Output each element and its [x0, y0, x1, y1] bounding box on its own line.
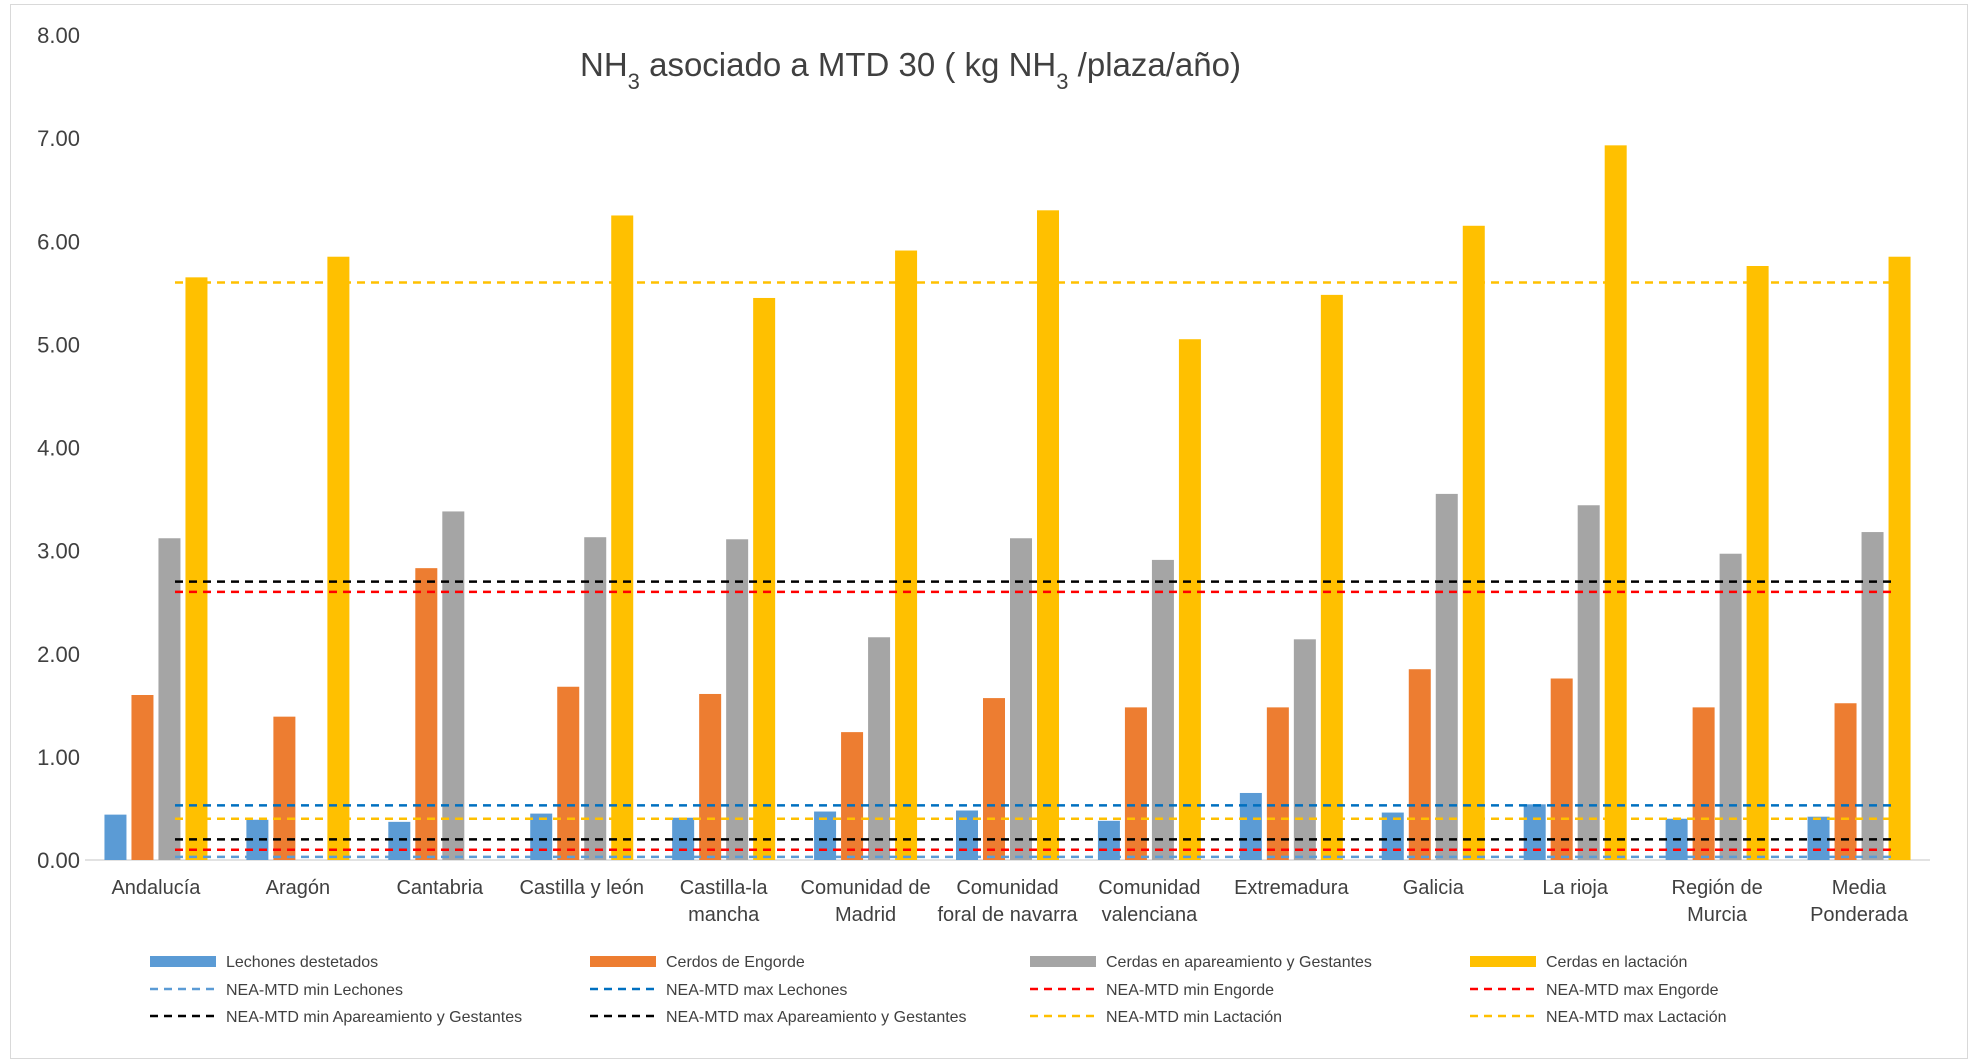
bar: [1604, 145, 1627, 860]
bar: [956, 810, 978, 860]
bar: [1692, 707, 1715, 860]
bar: [131, 695, 154, 860]
legend-label: NEA-MTD max Lactación: [1546, 1009, 1727, 1026]
bar: [1523, 804, 1546, 860]
bar: [1746, 266, 1769, 860]
legend-label: Cerdas en lactación: [1546, 954, 1687, 971]
legend-label: Lechones destetados: [226, 954, 378, 971]
bar: [1577, 505, 1600, 860]
x-category-label: Ponderada: [1810, 904, 1909, 926]
bar: [699, 693, 722, 860]
x-category-label: Aragón: [266, 877, 331, 899]
y-tick-label: 1.00: [37, 745, 80, 770]
x-category-label: Andalucía: [111, 877, 201, 899]
bar: [1861, 532, 1884, 860]
bar: [388, 821, 411, 860]
x-category-label: Cantabria: [396, 877, 484, 899]
bar: [1408, 669, 1431, 860]
y-tick-label: 2.00: [37, 642, 80, 667]
legend-label: NEA-MTD min Engorde: [1106, 982, 1274, 999]
bar: [1719, 553, 1742, 860]
legend-label: Cerdos de Engorde: [666, 954, 805, 971]
legend-label: NEA-MTD min Lechones: [226, 982, 403, 999]
legend-label: NEA-MTD max Lechones: [666, 982, 847, 999]
bar: [273, 716, 296, 860]
x-category-label: Comunidad de: [801, 877, 931, 899]
bar: [1320, 294, 1343, 860]
x-category-label: foral de navarra: [937, 904, 1078, 926]
bar: [1888, 256, 1911, 860]
bar: [1239, 792, 1262, 860]
chart-frame: [10, 4, 1968, 1059]
bar: [868, 637, 891, 860]
bar: [584, 537, 607, 860]
bar: [1462, 225, 1485, 860]
bar: [442, 511, 465, 860]
y-tick-label: 7.00: [37, 126, 80, 151]
x-category-label: Madrid: [835, 904, 896, 926]
bar: [104, 814, 127, 860]
x-category-label: Comunidad: [1098, 877, 1200, 899]
bar: [1178, 339, 1201, 860]
bar: [1381, 812, 1404, 860]
bar: [841, 732, 864, 860]
y-tick-label: 6.00: [37, 229, 80, 254]
legend-label: NEA-MTD max Engorde: [1546, 982, 1719, 999]
bar: [557, 686, 580, 860]
bar: [1834, 703, 1857, 860]
bar: [895, 250, 918, 860]
legend-label: NEA-MTD max Apareamiento y Gestantes: [666, 1009, 967, 1026]
bar: [185, 277, 208, 860]
bar: [1037, 210, 1059, 860]
legend-swatch: [590, 956, 656, 967]
y-tick-label: 4.00: [37, 436, 80, 461]
x-category-label: Galicia: [1403, 877, 1465, 899]
bar: [814, 811, 837, 860]
x-category-label: Castilla y león: [519, 877, 644, 899]
x-category-label: Castilla-la: [680, 877, 769, 899]
y-tick-label: 3.00: [37, 539, 80, 564]
y-tick-label: 0.00: [37, 848, 80, 873]
bar: [158, 538, 181, 860]
x-category-label: Media: [1832, 877, 1887, 899]
chart-title: NH3 asociado a MTD 30 ( kg NH3 /plaza/añ…: [580, 46, 1241, 94]
bar: [1124, 707, 1147, 860]
legend-label: NEA-MTD min Apareamiento y Gestantes: [226, 1009, 522, 1026]
bar: [1293, 639, 1316, 860]
bar: [1550, 678, 1573, 860]
legend-swatch: [1030, 956, 1096, 967]
bar: [1266, 707, 1289, 860]
x-category-label: valenciana: [1102, 904, 1199, 926]
x-category-label: mancha: [688, 904, 760, 926]
x-category-label: Extremadura: [1234, 877, 1349, 899]
y-tick-label: 8.00: [37, 23, 80, 48]
bar: [415, 568, 438, 860]
x-category-label: Comunidad: [956, 877, 1058, 899]
x-category-label: Región de: [1672, 877, 1763, 899]
bar: [726, 539, 749, 860]
bar: [983, 698, 1005, 860]
bar: [1151, 559, 1174, 860]
legend-label: NEA-MTD min Lactación: [1106, 1009, 1282, 1026]
x-category-label: La rioja: [1542, 877, 1608, 899]
legend-swatch: [1470, 956, 1536, 967]
bar: [1010, 538, 1032, 860]
y-tick-label: 5.00: [37, 332, 80, 357]
bar: [530, 813, 553, 860]
bar: [1435, 493, 1458, 860]
bar: [753, 297, 776, 860]
legend-label: Cerdas en apareamiento y Gestantes: [1106, 954, 1372, 971]
x-category-label: Murcia: [1687, 904, 1748, 926]
bar: [611, 215, 634, 860]
legend-swatch: [150, 956, 216, 967]
bar: [327, 256, 350, 860]
